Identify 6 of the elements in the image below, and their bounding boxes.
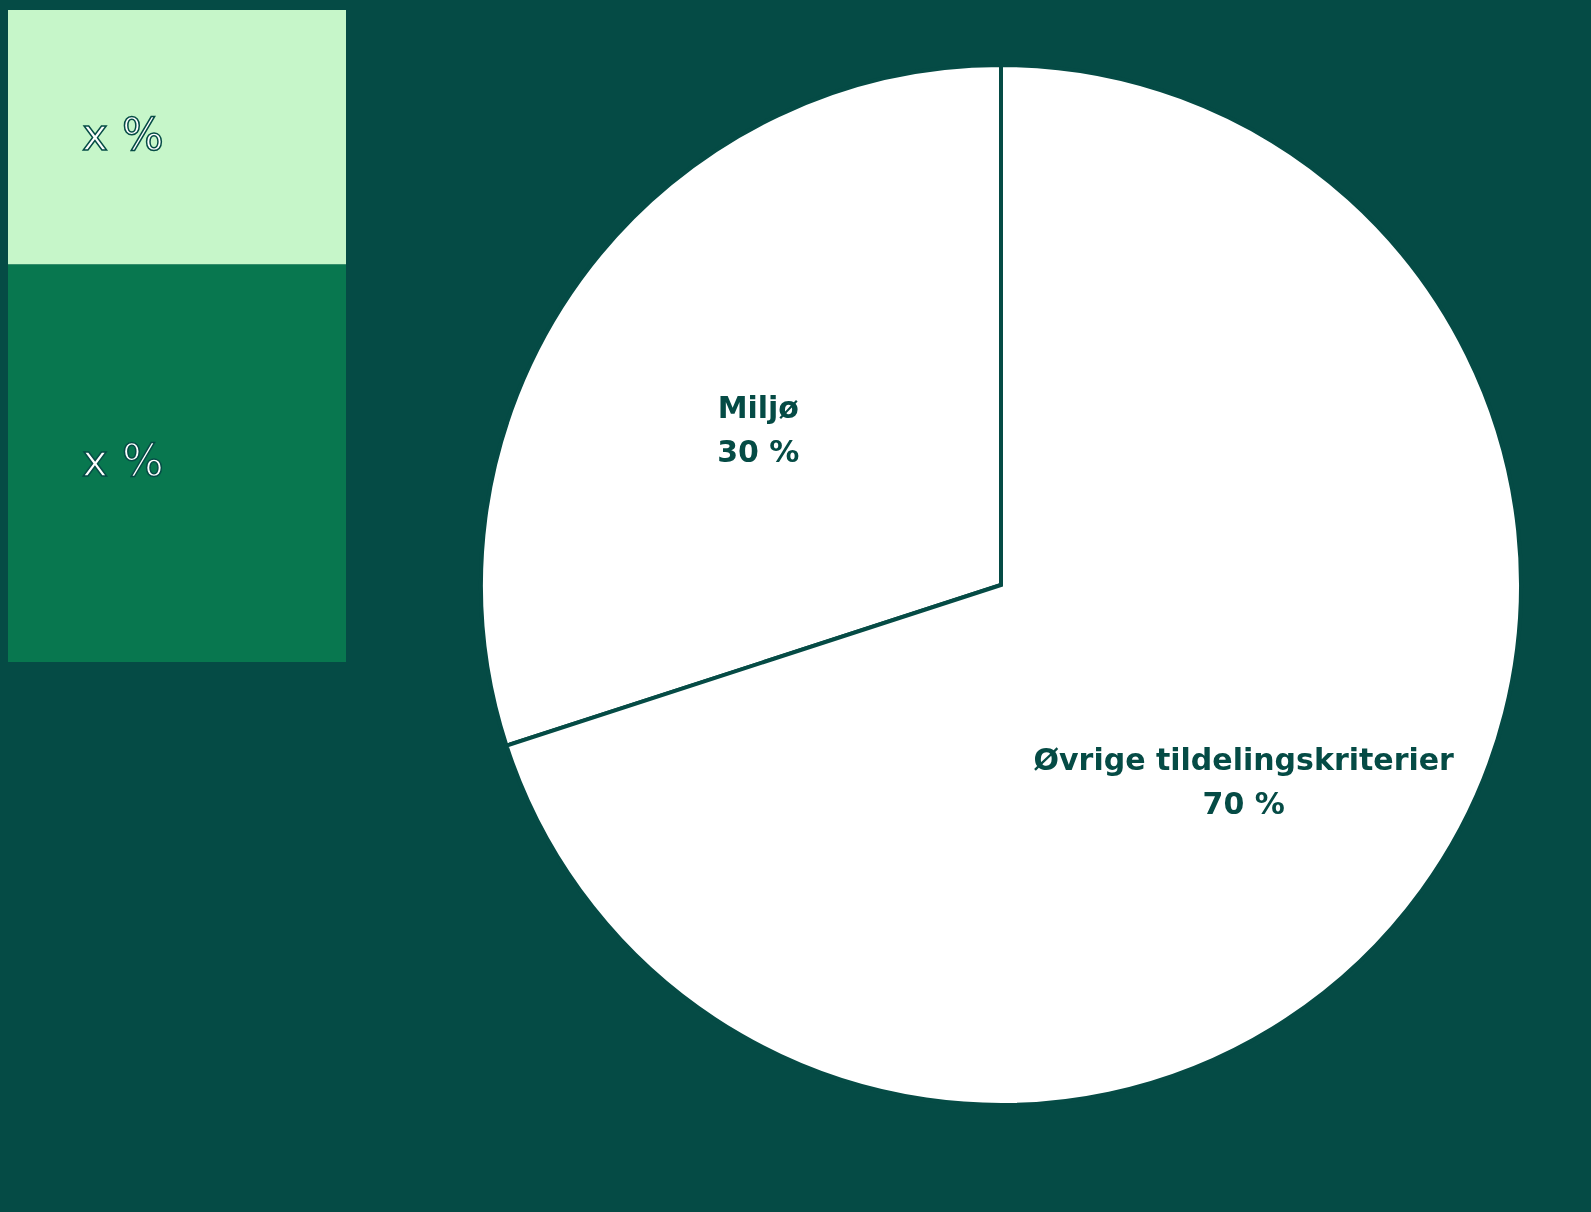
annotation: x % (82, 109, 164, 161)
slice-label: Øvrige tildelingskriterier (1033, 742, 1455, 778)
annotation: x % (82, 435, 164, 487)
slice-label: Miljø (717, 389, 799, 425)
data-label: 70 % (1202, 786, 1285, 822)
data-label: 30 % (717, 433, 800, 469)
